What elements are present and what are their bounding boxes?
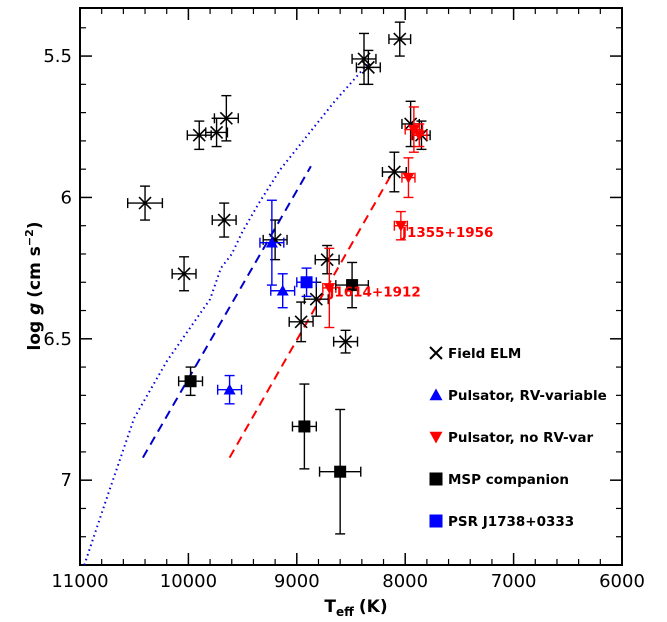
legend-item: Field ELM xyxy=(429,346,521,362)
legend-marker-triangle-up xyxy=(429,388,443,401)
marker-triangle-down xyxy=(407,124,420,136)
marker-asterisk xyxy=(192,128,206,142)
point-triangle-up xyxy=(259,199,285,286)
marker-asterisk xyxy=(309,292,323,306)
marker-square xyxy=(298,420,311,433)
dashed-model-line xyxy=(228,168,396,459)
x-tick-label: 11000 xyxy=(51,571,108,592)
y-tick-label: 6.5 xyxy=(43,329,72,350)
point-triangle-down xyxy=(393,210,409,241)
point-triangle-down xyxy=(322,247,337,329)
marker-square xyxy=(334,465,347,478)
x-tick-label: 7000 xyxy=(491,571,537,592)
axis-ticks: 11000 10000 9000 8000 7000 6000 5.5 6 6.5 7 xyxy=(43,8,645,592)
marker-asterisk xyxy=(219,111,233,125)
x-axis-title: Teff (K) xyxy=(324,597,387,619)
point-triangle-down xyxy=(401,157,416,199)
x-tick-label: 6000 xyxy=(599,571,645,592)
legend-item: Pulsator, no RV-var xyxy=(429,430,593,446)
point-asterisk xyxy=(126,185,164,221)
marker-asterisk xyxy=(177,267,191,281)
x-axis-title-main: T xyxy=(324,597,336,617)
legend-label: MSP companion xyxy=(448,472,569,488)
point-square xyxy=(177,366,204,397)
marker-square xyxy=(346,279,359,292)
point-square xyxy=(318,408,362,535)
point-asterisk xyxy=(288,301,314,343)
marker-triangle-up xyxy=(223,383,236,395)
point-asterisk xyxy=(381,151,407,193)
legend-marker-square xyxy=(429,514,443,528)
marker-asterisk xyxy=(387,165,401,179)
marker-asterisk xyxy=(339,335,353,349)
legend-marker-asterisk xyxy=(429,346,443,360)
x-axis-title-sub: eff xyxy=(336,605,354,619)
marker-triangle-up xyxy=(265,236,278,248)
y-axis-title-sup: −2 xyxy=(23,229,36,246)
legend-marker-square xyxy=(429,472,443,486)
legend-item: MSP companion xyxy=(429,472,569,488)
marker-triangle-down xyxy=(394,220,407,232)
point-asterisk xyxy=(186,120,212,151)
marker-asterisk xyxy=(393,32,407,46)
point-annotation: J1614+1912 xyxy=(328,284,420,300)
point-triangle-down xyxy=(404,106,424,153)
point-asterisk xyxy=(171,256,197,292)
point-square xyxy=(335,261,370,309)
model-lines xyxy=(83,63,396,566)
marker-asterisk xyxy=(320,253,334,267)
legend-label: Pulsator, no RV-var xyxy=(448,430,593,446)
legend-label: Field ELM xyxy=(448,346,521,362)
point-triangle-up xyxy=(270,273,296,309)
point-asterisk xyxy=(332,329,359,354)
y-axis-title-g: g xyxy=(25,303,45,315)
x-tick-label: 10000 xyxy=(160,571,217,592)
legend-marker-triangle-down xyxy=(429,431,443,444)
point-asterisk xyxy=(205,117,229,148)
point-square xyxy=(291,383,318,470)
marker-square xyxy=(300,276,313,289)
legend-item: PSR J1738+0333 xyxy=(429,514,574,530)
marker-asterisk xyxy=(138,196,152,210)
legend-item: Pulsator, RV-variable xyxy=(429,388,607,404)
marker-asterisk xyxy=(294,315,308,329)
legend-label: PSR J1738+0333 xyxy=(448,514,574,530)
x-axis-title-unit: (K) xyxy=(359,597,388,617)
marker-asterisk xyxy=(361,60,375,74)
marker-asterisk xyxy=(210,125,224,139)
point-asterisk xyxy=(303,281,329,317)
x-tick-label: 8000 xyxy=(382,571,428,592)
point-asterisk xyxy=(211,202,237,238)
point-asterisk xyxy=(351,32,377,86)
marker-asterisk xyxy=(217,213,231,227)
marker-triangle-down xyxy=(413,130,426,142)
y-axis-title-close: ) xyxy=(25,221,45,229)
data-points xyxy=(126,21,431,535)
dashed-model-line xyxy=(142,165,312,459)
y-tick-label: 6 xyxy=(61,187,72,208)
x-tick-label: 9000 xyxy=(274,571,320,592)
y-axis-title: log g (cm s−2) xyxy=(23,221,45,350)
dotted-model-line xyxy=(83,63,369,566)
plot-frame xyxy=(79,7,623,566)
marker-triangle-down xyxy=(323,283,336,294)
point-asterisk xyxy=(314,244,340,275)
y-axis-title-main: log xyxy=(25,315,45,351)
marker-triangle-up xyxy=(276,284,289,296)
legend: Field ELM Pulsator, RV-variable Pulsator, … xyxy=(429,346,607,530)
point-square xyxy=(296,267,318,298)
point-asterisk xyxy=(388,21,412,57)
legend-label: Pulsator, RV-variable xyxy=(448,388,607,404)
point-triangle-down xyxy=(411,123,428,148)
point-annotation: J1355+1956 xyxy=(401,225,493,241)
annotations: J1355+1956 J1614+1912 xyxy=(328,225,493,300)
point-asterisk xyxy=(355,49,381,86)
marker-triangle-down xyxy=(402,172,415,184)
marker-square xyxy=(184,375,197,388)
point-triangle-up xyxy=(216,374,243,405)
y-axis-title-unit: (cm s xyxy=(25,246,45,298)
y-tick-label: 5.5 xyxy=(43,46,72,67)
y-tick-label: 7 xyxy=(61,470,72,491)
